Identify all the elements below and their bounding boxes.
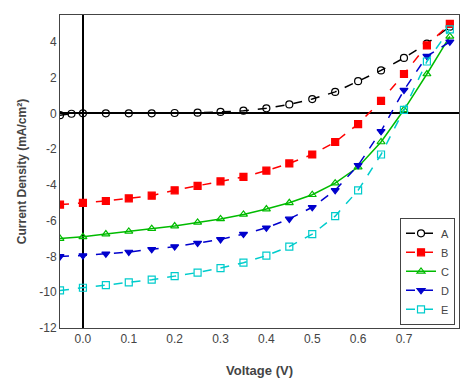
svg-text:-8: -8 bbox=[46, 250, 57, 264]
svg-text:-12: -12 bbox=[39, 321, 57, 335]
svg-text:2: 2 bbox=[50, 71, 57, 85]
svg-text:B: B bbox=[441, 247, 448, 259]
svg-text:0.0: 0.0 bbox=[75, 332, 92, 346]
svg-text:4: 4 bbox=[50, 35, 57, 49]
svg-text:0: 0 bbox=[50, 107, 57, 121]
svg-text:A: A bbox=[441, 228, 449, 240]
svg-text:-2: -2 bbox=[46, 142, 57, 156]
svg-text:0.1: 0.1 bbox=[120, 332, 137, 346]
svg-text:0.3: 0.3 bbox=[212, 332, 229, 346]
svg-text:0.4: 0.4 bbox=[258, 332, 275, 346]
svg-text:Voltage (V): Voltage (V) bbox=[226, 363, 293, 378]
svg-text:0.6: 0.6 bbox=[350, 332, 367, 346]
svg-text:-10: -10 bbox=[39, 285, 57, 299]
svg-text:0.7: 0.7 bbox=[396, 332, 413, 346]
svg-text:-4: -4 bbox=[46, 178, 57, 192]
svg-text:0.2: 0.2 bbox=[166, 332, 183, 346]
svg-text:Current Density (mA/cm²): Current Density (mA/cm²) bbox=[15, 99, 29, 244]
svg-text:D: D bbox=[441, 285, 449, 297]
svg-text:E: E bbox=[441, 304, 448, 316]
svg-text:C: C bbox=[441, 266, 449, 278]
svg-text:0.5: 0.5 bbox=[304, 332, 321, 346]
svg-text:-6: -6 bbox=[46, 214, 57, 228]
